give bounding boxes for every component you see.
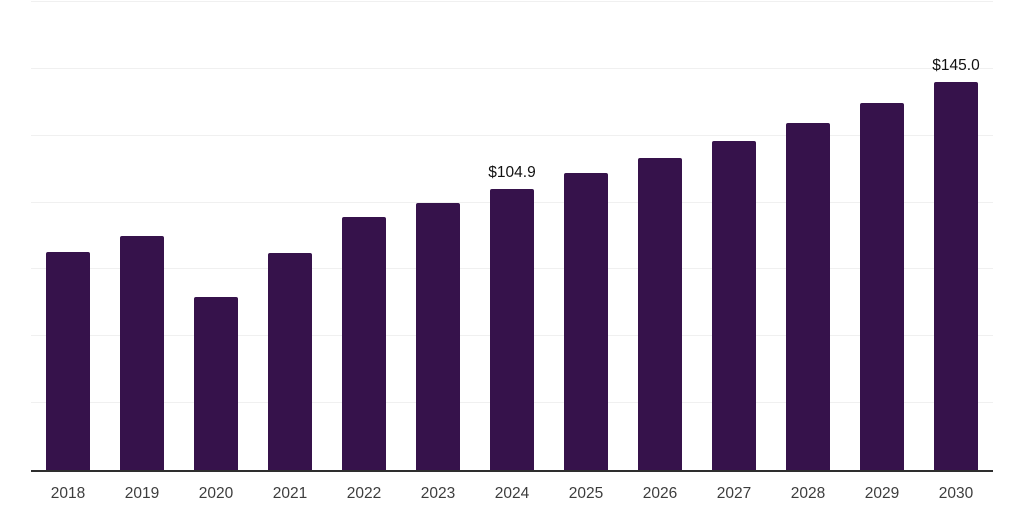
x-axis-tick-labels: 2018 2019 2020 2021 2022 2023 2024 2025 2026 2027… [31, 485, 993, 505]
x-tick-label-2028: 2028 [790, 485, 826, 502]
bar-2018 [46, 252, 90, 470]
bar-2021 [268, 253, 312, 470]
x-tick-label-2021: 2021 [272, 485, 308, 502]
x-axis-line [31, 470, 993, 472]
x-tick-label-2029: 2029 [864, 485, 900, 502]
x-tick-label-2020: 2020 [198, 485, 234, 502]
x-tick-label-2018: 2018 [50, 485, 86, 502]
x-tick-label-2022: 2022 [346, 485, 382, 502]
bar-2023 [416, 203, 460, 470]
bar-2025 [564, 173, 608, 470]
x-tick-label-2025: 2025 [568, 485, 604, 502]
value-label-2024: $104.9 [488, 164, 536, 182]
gridline [31, 134, 993, 136]
bar-2020 [194, 297, 238, 470]
x-tick-label-2024: 2024 [494, 485, 530, 502]
value-label-2030: $145.0 [932, 57, 980, 75]
x-tick-label-2030: 2030 [938, 485, 974, 502]
bar-2024 [490, 189, 534, 470]
bar-2019 [120, 236, 164, 470]
gridline [31, 1, 993, 2]
x-tick-label-2019: 2019 [124, 485, 160, 502]
plot-area: $104.9 $145.0 [31, 1, 993, 470]
bar-2030 [934, 82, 978, 470]
x-tick-label-2023: 2023 [420, 485, 456, 502]
x-tick-label-2027: 2027 [716, 485, 752, 502]
bar-2028 [786, 122, 830, 470]
bar-2026 [638, 158, 682, 470]
bar-2022 [342, 217, 386, 470]
gridline [31, 67, 993, 69]
bar-2029 [860, 102, 904, 470]
x-tick-label-2026: 2026 [642, 485, 678, 502]
bar-2027 [712, 140, 756, 470]
